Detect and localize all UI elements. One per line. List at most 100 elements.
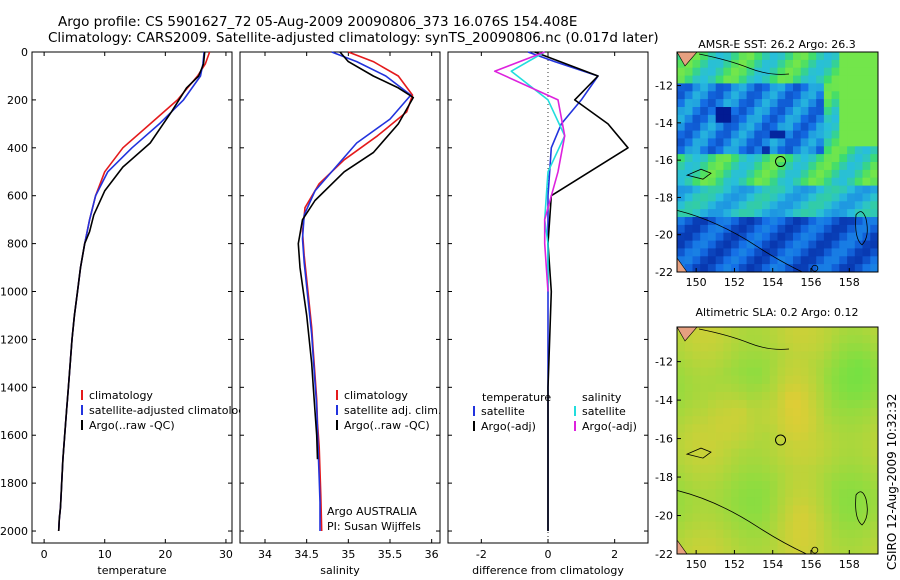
map-cell <box>808 224 817 234</box>
map-cell <box>839 177 848 187</box>
map-cell <box>831 217 840 226</box>
map-cell <box>854 391 864 401</box>
map-cell <box>700 416 709 425</box>
map-cell <box>684 185 693 195</box>
map-cell <box>769 529 779 539</box>
float-annotation: Argo AUSTRALIA <box>327 505 417 518</box>
map-cell <box>738 391 748 401</box>
map-cell <box>808 240 817 250</box>
map-cell <box>715 146 724 155</box>
map-cell <box>692 122 701 132</box>
map-cell <box>823 456 833 466</box>
map-cell <box>731 545 740 554</box>
map-cell <box>854 107 864 116</box>
map-cell <box>692 375 701 385</box>
map-cell <box>746 464 755 474</box>
map-cell <box>839 513 848 523</box>
map-cell <box>847 448 856 458</box>
map-cell <box>793 400 802 409</box>
bathymetry-contour <box>677 490 808 554</box>
map-cell <box>870 248 878 257</box>
map-cell <box>684 521 693 531</box>
map-cell <box>684 359 693 369</box>
map-cell <box>677 162 686 171</box>
map-cell <box>684 138 693 147</box>
map-cell <box>862 521 871 531</box>
map-cell <box>746 513 755 523</box>
map-cell <box>823 201 833 210</box>
map-cell <box>854 217 864 226</box>
map-cell <box>839 335 848 344</box>
map-cell <box>870 464 878 474</box>
map-cell <box>715 162 724 171</box>
map-cell <box>831 162 840 171</box>
map-cell <box>847 83 856 92</box>
map-cell <box>684 383 693 393</box>
map-cell <box>854 177 864 187</box>
map-cell <box>793 91 802 100</box>
map-cell <box>692 264 701 272</box>
map-cell <box>677 464 686 474</box>
map-cell <box>746 472 755 482</box>
map-cell <box>800 209 809 218</box>
map-cell <box>862 343 871 352</box>
map-cell <box>746 440 755 450</box>
map-cell <box>684 335 693 344</box>
map-cell <box>870 513 878 523</box>
map-cell <box>816 424 825 433</box>
legend-label: satellite-adjusted climatology <box>89 404 252 417</box>
map-cell <box>715 177 724 187</box>
map-cell <box>738 169 748 179</box>
map-cell <box>854 130 864 140</box>
map-cell <box>731 513 740 523</box>
map-cell <box>823 177 833 187</box>
x-tick-label: 150 <box>686 276 707 289</box>
map-cell <box>854 408 864 417</box>
map-cell <box>754 529 763 539</box>
map-cell <box>700 481 709 490</box>
map-cell <box>793 335 802 344</box>
map-cell <box>839 529 848 539</box>
map-cell <box>746 264 755 272</box>
map-cell <box>785 343 794 352</box>
map-cell <box>823 367 833 377</box>
map-cell <box>854 169 864 179</box>
map-cell <box>823 162 833 171</box>
map-cell <box>731 464 740 474</box>
map-cell <box>715 138 724 147</box>
reef-outline <box>811 264 819 272</box>
map-cell <box>762 83 771 92</box>
map-cell <box>870 169 878 179</box>
map-cell <box>692 201 701 210</box>
map-cell <box>723 99 732 108</box>
map-cell <box>816 367 825 377</box>
map-cell <box>731 367 740 377</box>
map-cell <box>816 408 825 417</box>
map-cell <box>847 107 856 116</box>
map-cell <box>707 52 717 61</box>
map-cell <box>816 162 825 171</box>
map-cell <box>769 383 779 393</box>
map-cell <box>692 505 701 515</box>
map-cell <box>800 193 809 202</box>
map-cell <box>816 67 825 77</box>
map-cell <box>700 400 709 409</box>
map-cell <box>862 107 871 116</box>
map-cell <box>808 67 817 77</box>
map-cell <box>839 185 848 195</box>
map-cell <box>762 408 771 417</box>
map-cell <box>707 201 717 210</box>
map-cell <box>738 75 748 85</box>
map-cell <box>831 209 840 218</box>
map-cell <box>793 391 802 401</box>
map-cell <box>816 224 825 234</box>
map-cell <box>777 375 786 385</box>
map-cell <box>738 52 748 61</box>
map-cell <box>738 505 748 515</box>
map-cell <box>816 122 825 132</box>
map-cell <box>723 448 732 458</box>
map-cell <box>793 217 802 226</box>
map-cell <box>823 209 833 218</box>
map-cell <box>854 343 864 352</box>
map-cell <box>777 193 786 202</box>
